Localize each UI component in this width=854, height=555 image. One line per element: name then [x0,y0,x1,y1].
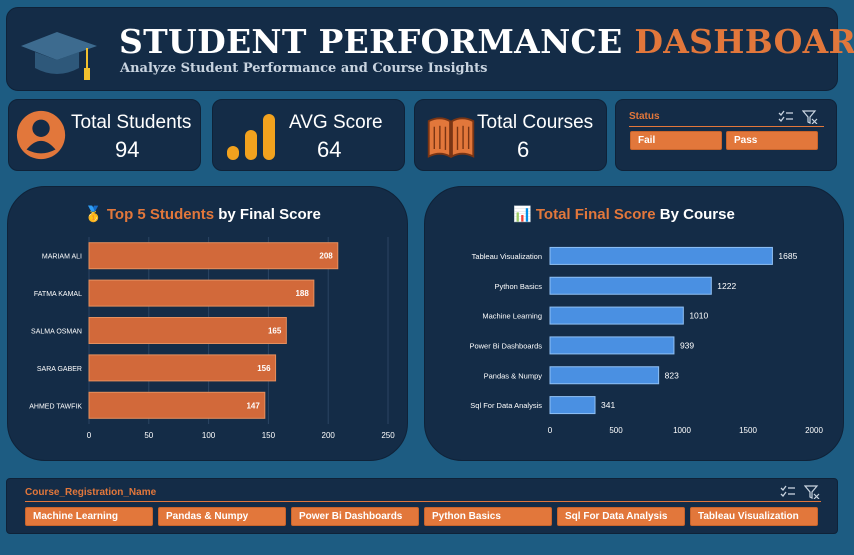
category-label: AHMED TAWFIK [29,403,82,410]
chart-title-rest: by Final Score [214,206,321,223]
category-label: MARIAM ALI [42,254,82,261]
multi-select-icon[interactable] [780,485,796,499]
kpi-label: AVG Score [289,112,383,133]
course-option-machine-learning[interactable]: Machine Learning [25,507,153,526]
chart-title: 🥇 Top 5 Students by Final Score [84,205,321,223]
category-label: Machine Learning [482,312,542,321]
kpi-value: 6 [517,137,530,162]
category-label: Tableau Visualization [472,252,542,261]
status-option-fail[interactable]: Fail [630,131,722,150]
bar [88,242,339,270]
title-accent: DASHBOARD [634,22,854,61]
status-slicer: Status Fail Pass [615,99,837,171]
chart-title: 📊 Total Final Score By Course [513,205,735,223]
kpi-avg-score: AVG Score 64 [212,99,405,171]
dashboard-title: STUDENT PERFORMANCE DASHBOARD [119,22,854,61]
bar [88,391,266,419]
x-tick-label: 0 [548,426,553,435]
bar-chart-icon [227,114,275,160]
data-label: 1010 [689,311,708,321]
data-label: 188 [295,289,309,298]
chart-title-highlight: Top 5 Students [106,206,215,223]
category-label: FATMA KAMAL [34,291,82,298]
bar [88,279,315,307]
course-score-chart: 📊 Total Final Score By Course 0 500 1000 15… [424,186,844,461]
x-tick-label: 0 [87,431,92,440]
kpi-total-courses: Total Courses 6 [414,99,607,171]
course-slicer: Course_Registration_Name Machine Learnin… [6,478,838,534]
category-label: SALMA OSMAN [31,329,82,336]
clear-filter-icon[interactable] [802,110,818,124]
chart-title-highlight: Total Final Score [535,206,656,223]
slicer-divider [629,126,824,127]
x-tick-label: 2000 [805,426,823,435]
data-label: 1685 [778,251,797,261]
x-tick-label: 200 [322,431,336,440]
bar [549,246,773,265]
category-label: Sql For Data Analysis [470,401,542,410]
x-tick-label: 250 [381,431,395,440]
chart-plot: 0 500 1000 1500 2000 Tableau Visualization 168… [469,246,823,435]
kpi-value: 64 [317,137,342,162]
bar [549,336,675,355]
course-option-sql[interactable]: Sql For Data Analysis [557,507,685,526]
bar [549,366,660,385]
chart-plot: 0 50 100 150 200 250 MARIAM ALI 208 FATMA KAMAL 1… [29,237,395,440]
bar [549,306,684,325]
x-tick-label: 150 [262,431,276,440]
x-tick-label: 1500 [739,426,757,435]
data-label: 939 [680,340,694,350]
data-label: 1222 [717,281,736,291]
dashboard-subtitle: Analyze Student Performance and Course I… [120,61,488,76]
course-option-tableau[interactable]: Tableau Visualization [690,507,818,526]
slicer-title: Status [629,111,660,122]
graduation-cap-icon [21,32,97,80]
slicer-divider [25,501,821,502]
slicer-title: Course_Registration_Name [25,487,157,498]
data-label: 147 [246,401,260,410]
kpi-label: Total Students [71,112,192,133]
data-label: 341 [601,400,615,410]
x-tick-label: 50 [144,431,153,440]
title-main: STUDENT PERFORMANCE [119,22,623,61]
category-label: Pandas & Numpy [484,371,543,380]
kpi-label: Total Courses [477,112,594,133]
bar [549,276,712,295]
data-label: 165 [268,327,282,336]
top-students-chart: 🥇 Top 5 Students by Final Score 0 50 100 15… [7,186,408,461]
course-option-python-basics[interactable]: Python Basics [424,507,552,526]
data-label: 156 [257,364,271,373]
open-book-icon [427,117,475,158]
data-label: 823 [665,370,679,380]
bar [88,317,287,344]
chart-title-emoji: 📊 [513,206,532,223]
kpi-value: 94 [115,137,140,162]
status-option-pass[interactable]: Pass [726,131,818,150]
x-tick-label: 1000 [673,426,691,435]
header-banner: STUDENT PERFORMANCE DASHBOARD Analyze St… [6,7,854,91]
chart-title-emoji: 🥇 [84,206,103,223]
kpi-total-students: Total Students 94 [8,99,201,171]
x-tick-label: 100 [202,431,216,440]
bar [549,396,596,415]
person-icon [16,110,66,160]
course-option-power-bi[interactable]: Power Bi Dashboards [291,507,419,526]
data-label: 208 [319,252,333,261]
bar [88,354,277,382]
category-label: Power Bi Dashboards [469,341,542,350]
clear-filter-icon[interactable] [804,485,820,499]
x-tick-label: 500 [609,426,623,435]
category-label: Python Basics [494,282,542,291]
multi-select-icon[interactable] [778,110,794,124]
chart-title-rest: By Course [655,206,735,223]
category-label: SARA GABER [37,366,82,373]
course-option-pandas-numpy[interactable]: Pandas & Numpy [158,507,286,526]
